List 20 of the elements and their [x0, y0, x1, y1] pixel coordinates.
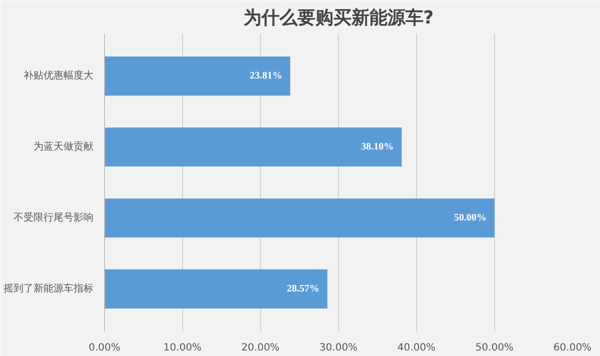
- bar: [104, 198, 494, 238]
- y-tick-label: 为蓝天做贡献: [34, 140, 94, 153]
- bar: [104, 128, 402, 167]
- x-tick-label: 60.00%: [553, 342, 592, 354]
- x-tick-label: 0.00%: [88, 342, 120, 354]
- bar: [104, 269, 328, 308]
- x-tick-label: 10.00%: [163, 342, 202, 354]
- data-label: 38.10%: [361, 142, 394, 153]
- y-tick-label: 补贴优惠幅度大: [24, 70, 94, 82]
- data-label: 23.81%: [250, 70, 282, 82]
- y-tick-label: 不受限行尾号影响: [14, 211, 94, 224]
- y-tick-label: 摇到了新能源车指标: [4, 282, 94, 294]
- bar: [104, 56, 290, 96]
- chart-title: 为什么要购买新能源车?: [243, 8, 434, 28]
- data-label: 28.57%: [286, 283, 320, 294]
- x-tick-label: 20.00%: [241, 342, 280, 354]
- x-tick-label: 50.00%: [475, 342, 514, 354]
- x-tick-label: 40.00%: [397, 342, 436, 354]
- x-tick-label: 30.00%: [319, 342, 358, 354]
- data-label: 50.00%: [454, 212, 486, 224]
